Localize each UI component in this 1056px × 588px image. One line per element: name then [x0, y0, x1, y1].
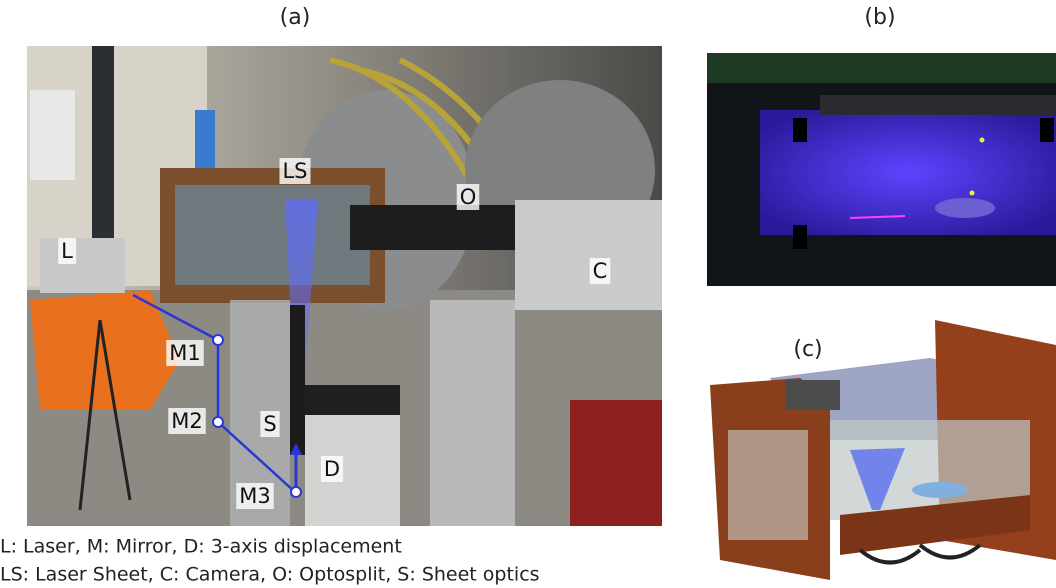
panel-label: (a) [280, 5, 311, 30]
panel-label: (c) [793, 337, 822, 362]
annotation-label: S [263, 412, 276, 436]
caption-line: L: Laser, M: Mirror, D: 3-axis displacem… [0, 536, 402, 558]
annotation-label: M1 [169, 341, 200, 365]
annotation-label: C [593, 259, 608, 283]
annotation-label: L [61, 239, 73, 263]
figure: (a) (b) (c) L: Laser, M: Mirror, D: 3-ax… [0, 0, 1056, 588]
caption-line: LS: Laser Sheet, C: Camera, O: Optosplit… [0, 564, 540, 586]
photo-a [27, 46, 662, 526]
drawing-c [710, 320, 1056, 580]
photo-b [707, 53, 1056, 286]
annotation-label: M3 [239, 484, 270, 508]
annotation-label: LS [282, 159, 307, 183]
annotation-label: D [324, 457, 340, 481]
panel-label: (b) [864, 5, 895, 30]
annotation-label: O [460, 185, 477, 209]
annotation-label: M2 [171, 409, 202, 433]
